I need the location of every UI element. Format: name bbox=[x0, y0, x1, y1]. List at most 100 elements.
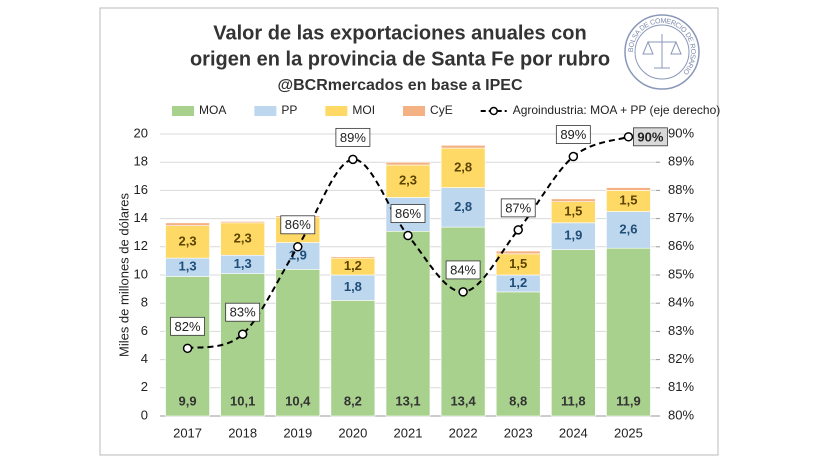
legend-label: MOI bbox=[352, 103, 375, 117]
data-label: 1,8 bbox=[344, 279, 362, 294]
data-label: 1,5 bbox=[619, 192, 637, 207]
legend-item: Agroindustria: MOA + PP (eje derecho) bbox=[480, 103, 721, 117]
data-label-box bbox=[335, 127, 371, 147]
bar-segment bbox=[551, 198, 596, 202]
bar-segment bbox=[330, 274, 376, 301]
y2-tick-label: 80% bbox=[668, 407, 694, 422]
data-label-box bbox=[390, 204, 426, 223]
line-point bbox=[568, 151, 579, 162]
x-tick-label: 2024 bbox=[559, 425, 588, 440]
chart-title: Valor de las exportaciones anuales con bbox=[213, 22, 587, 44]
bar-segment bbox=[440, 226, 486, 417]
data-label: 86% bbox=[285, 217, 311, 232]
x-tick-label: 2018 bbox=[228, 425, 257, 440]
legend-label: Agroindustria: MOA + PP (eje derecho) bbox=[513, 103, 721, 117]
line-point bbox=[182, 343, 193, 354]
y-tick-label: 2 bbox=[141, 379, 148, 394]
legend-item: CyE bbox=[403, 103, 453, 117]
legend-label: CyE bbox=[430, 103, 453, 117]
data-label: 83% bbox=[230, 305, 256, 320]
data-label-box bbox=[555, 125, 591, 144]
data-label: 84% bbox=[450, 262, 476, 277]
data-label-box bbox=[170, 316, 205, 336]
data-label: 2,3 bbox=[234, 230, 252, 245]
y-tick-label: 10 bbox=[134, 266, 148, 281]
line-point bbox=[348, 154, 358, 165]
y-tick-label: 8 bbox=[141, 295, 148, 310]
legend-item: MOA bbox=[172, 103, 226, 117]
x-tick-label: 2017 bbox=[173, 425, 202, 440]
legend-swatch bbox=[403, 106, 426, 116]
legend-label: MOA bbox=[199, 103, 226, 117]
bar-segment bbox=[551, 249, 596, 417]
y2-tick-label: 88% bbox=[668, 182, 694, 197]
y2-tick-label: 87% bbox=[668, 210, 694, 225]
legend-label: PP bbox=[281, 103, 297, 117]
data-label: 90% bbox=[637, 129, 663, 144]
bar-segment bbox=[606, 187, 651, 191]
y2-tick-label: 85% bbox=[668, 266, 694, 281]
bar-segment bbox=[385, 230, 431, 417]
line-point bbox=[293, 242, 303, 252]
x-tick-label: 2019 bbox=[283, 425, 312, 440]
data-label: 2,6 bbox=[619, 221, 637, 236]
y-tick-label: 4 bbox=[141, 351, 148, 366]
bar-segment bbox=[220, 221, 265, 224]
data-label: 1,9 bbox=[564, 228, 582, 243]
data-label: 86% bbox=[395, 206, 421, 221]
bar-segment bbox=[440, 144, 486, 149]
legend-item: PP bbox=[254, 103, 297, 117]
data-label: 9,9 bbox=[179, 393, 197, 408]
x-tick-label: 2020 bbox=[338, 425, 367, 440]
data-label: 2,8 bbox=[454, 199, 472, 214]
data-label: 1,3 bbox=[179, 259, 197, 274]
y2-tick-label: 90% bbox=[668, 125, 694, 140]
y2-tick-label: 89% bbox=[668, 154, 694, 169]
legend-swatch bbox=[325, 106, 348, 116]
x-tick-label: 2021 bbox=[394, 425, 423, 440]
y-tick-label: 0 bbox=[141, 407, 148, 422]
data-label: 1,5 bbox=[509, 256, 527, 271]
y-tick-label: 20 bbox=[134, 125, 148, 140]
bar-segment bbox=[330, 256, 376, 259]
y2-tick-label: 86% bbox=[668, 238, 694, 253]
bar-segment bbox=[606, 211, 651, 249]
data-label: 89% bbox=[560, 127, 586, 142]
bar-segment bbox=[385, 164, 431, 198]
line-point bbox=[513, 225, 523, 235]
data-label: 11,8 bbox=[561, 393, 586, 408]
data-label: 1,9 bbox=[289, 247, 307, 262]
data-label: 1,5 bbox=[564, 204, 582, 219]
data-label: 82% bbox=[175, 319, 201, 334]
legend-item: MOI bbox=[325, 103, 375, 117]
y-tick-label: 18 bbox=[134, 154, 148, 169]
y2-tick-label: 81% bbox=[668, 379, 694, 394]
data-label: 8,2 bbox=[344, 393, 362, 408]
x-tick-label: 2022 bbox=[449, 425, 478, 440]
bar-segment bbox=[275, 269, 321, 417]
data-label-box bbox=[280, 215, 316, 235]
data-label: 2,8 bbox=[454, 159, 472, 174]
bar-segment bbox=[330, 300, 376, 417]
chart-title: origen en la provincia de Santa Fe por r… bbox=[190, 48, 610, 70]
logo-scale bbox=[642, 34, 682, 69]
bar-segment bbox=[495, 291, 541, 417]
logo-ring bbox=[624, 14, 700, 90]
x-tick-label: 2025 bbox=[614, 425, 643, 440]
data-label-box bbox=[225, 302, 261, 322]
line-point bbox=[458, 287, 468, 297]
logo-ring bbox=[634, 24, 690, 80]
line-point bbox=[623, 132, 634, 142]
data-label: 10,4 bbox=[285, 393, 311, 408]
legend-swatch bbox=[172, 106, 194, 116]
data-label: 8,8 bbox=[509, 393, 527, 408]
x-tick-label: 2023 bbox=[504, 425, 533, 440]
y-tick-label: 12 bbox=[134, 238, 148, 253]
data-label: 2,3 bbox=[179, 233, 197, 248]
data-label: 10,1 bbox=[230, 393, 255, 408]
data-label: 1,2 bbox=[509, 275, 527, 290]
bar-segment bbox=[385, 161, 431, 166]
bar-segment bbox=[495, 250, 541, 255]
data-label: 1,2 bbox=[344, 258, 362, 273]
